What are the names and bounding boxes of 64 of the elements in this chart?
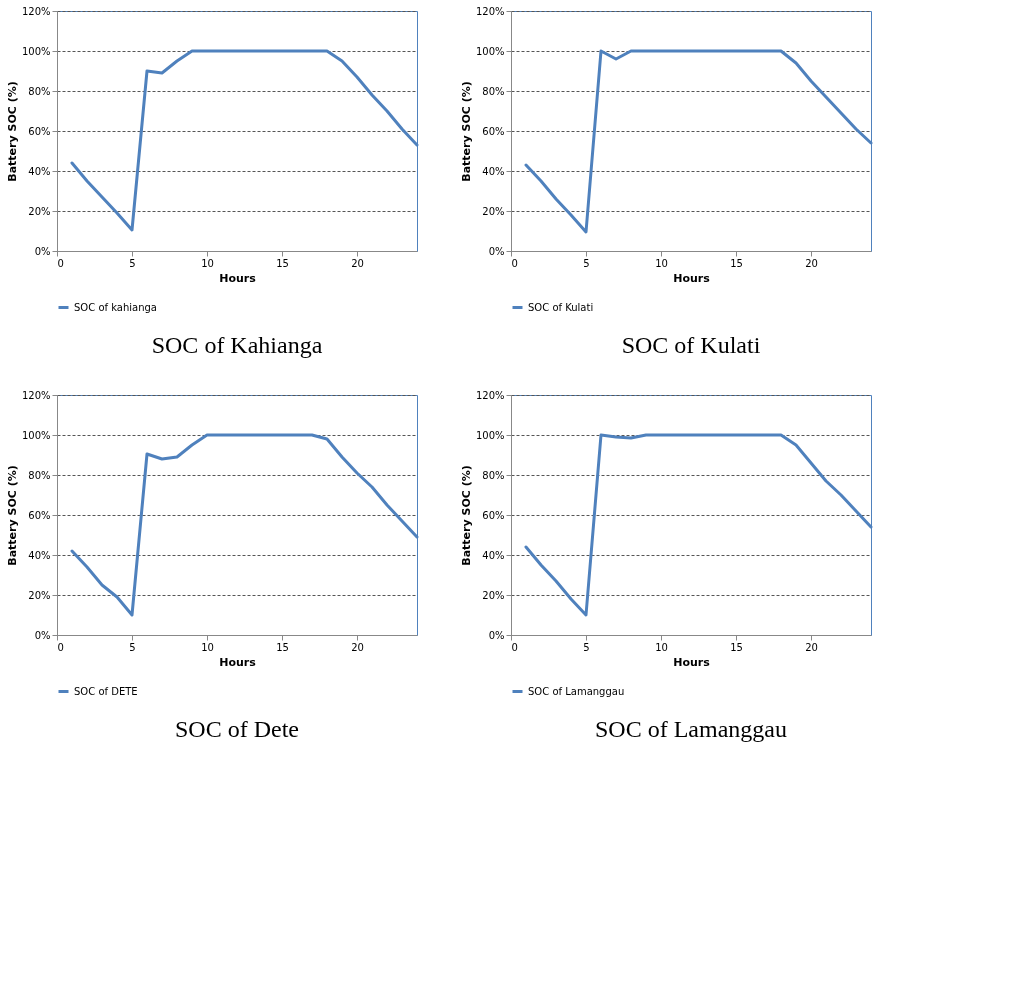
y-tick-label: 120% (475, 389, 505, 401)
y-tick-label: 100% (475, 429, 505, 441)
y-tick-label: 60% (482, 125, 505, 137)
x-tick-label: 0 (511, 641, 518, 653)
x-tick-label: 5 (583, 641, 590, 653)
x-tick-label: 10 (655, 257, 668, 269)
y-tick-label: 40% (28, 165, 51, 177)
y-axis-title: Battery SOC (%) (5, 81, 19, 182)
y-tick-label: 100% (475, 45, 505, 57)
y-tick-label: 0% (34, 629, 51, 641)
x-tick-label: 20 (805, 641, 818, 653)
text: SOC of Kahianga (151, 332, 323, 358)
y-tick-label: 20% (28, 589, 51, 601)
y-tick-label: 80% (28, 85, 51, 97)
x-tick-label: 15 (730, 257, 743, 269)
y-tick-label: 0% (488, 629, 505, 641)
x-tick-label: 15 (730, 641, 743, 653)
y-tick-label: 0% (488, 245, 505, 257)
y-tick-label: 40% (482, 165, 505, 177)
x-tick-label: 5 (129, 257, 136, 269)
x-tick-label: 0 (57, 641, 64, 653)
y-tick-label: 20% (28, 205, 51, 217)
legend-label: SOC of Lamanggau (528, 685, 625, 697)
x-tick-label: 10 (655, 641, 668, 653)
y-tick-label: 100% (21, 45, 51, 57)
y-tick-label: 40% (28, 549, 51, 561)
y-tick-label: 60% (28, 125, 51, 137)
x-tick-label: 5 (129, 641, 136, 653)
y-tick-label: 120% (21, 5, 51, 17)
x-tick-label: 20 (351, 641, 364, 653)
x-axis-title: Hours (673, 655, 711, 669)
x-axis-title: Hours (219, 271, 257, 285)
x-tick-label: 5 (583, 257, 590, 269)
y-tick-label: 120% (475, 5, 505, 17)
legend-label: SOC of kahianga (74, 301, 157, 313)
y-axis-title: Battery SOC (%) (5, 465, 19, 566)
legend-label: SOC of DETE (74, 685, 138, 697)
x-tick-label: 0 (57, 257, 64, 269)
y-axis-title: Battery SOC (%) (459, 465, 473, 566)
legend-label: SOC of Kulati (528, 301, 594, 313)
y-tick-label: 80% (482, 85, 505, 97)
text: SOC of Lamanggau (595, 716, 787, 742)
y-tick-label: 80% (28, 469, 51, 481)
x-tick-label: 0 (511, 257, 518, 269)
x-tick-label: 15 (276, 257, 289, 269)
text: SOC of Kulati (621, 332, 761, 358)
x-tick-label: 20 (805, 257, 818, 269)
y-tick-label: 100% (21, 429, 51, 441)
x-tick-label: 10 (201, 641, 214, 653)
y-axis-title: Battery SOC (%) (459, 81, 473, 182)
x-axis-title: Hours (219, 655, 257, 669)
x-tick-label: 20 (351, 257, 364, 269)
text: SOC of Dete (175, 716, 299, 742)
y-tick-label: 60% (28, 509, 51, 521)
y-tick-label: 80% (482, 469, 505, 481)
y-tick-label: 20% (482, 205, 505, 217)
y-tick-label: 20% (482, 589, 505, 601)
x-tick-label: 10 (201, 257, 214, 269)
x-axis-title: Hours (673, 271, 711, 285)
x-tick-label: 15 (276, 641, 289, 653)
y-tick-label: 120% (21, 389, 51, 401)
y-tick-label: 40% (482, 549, 505, 561)
y-tick-label: 0% (34, 245, 51, 257)
y-tick-label: 60% (482, 509, 505, 521)
